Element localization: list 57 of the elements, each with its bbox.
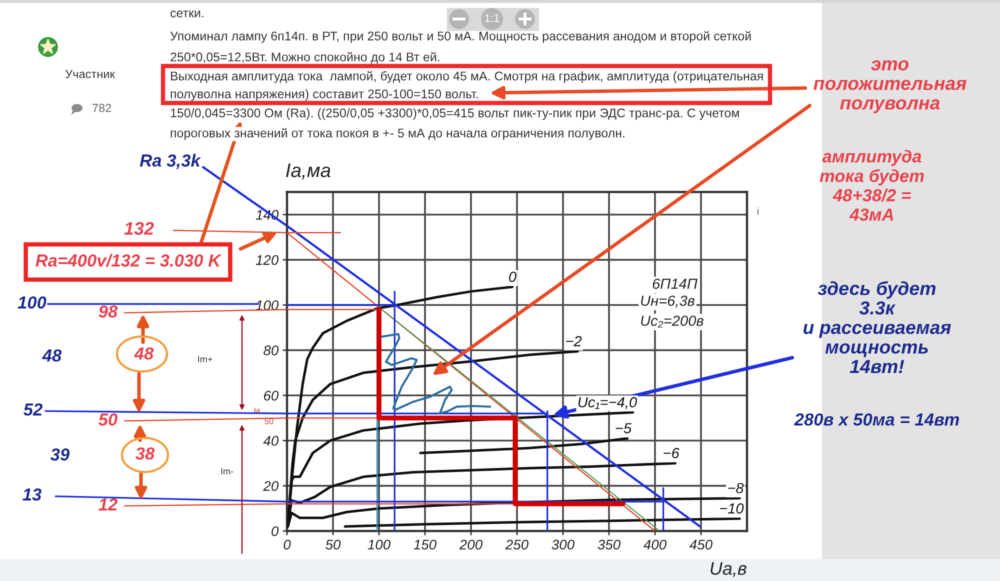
text: пороговых значений от тока покоя в +- 5 мА до начала ограничения полуволн. bbox=[170, 128, 624, 140]
text: 1:1 bbox=[485, 14, 500, 22]
series-label: −6 bbox=[664, 448, 680, 458]
series-label: −10 bbox=[720, 503, 744, 514]
x-tick-label: 300 bbox=[552, 540, 574, 550]
text: 250*0,05=12,5Вт. Можно спокойно до 14 Вт ей. bbox=[170, 52, 440, 64]
annotation: 98 bbox=[98, 305, 118, 318]
y-tick-label: 0 bbox=[272, 526, 279, 536]
text: Упоминал лампу 6п14п. в РТ, при 250 вольт и 50 мА. Мощность рассевания анодом и второй сеткой bbox=[170, 31, 751, 43]
x-tick-label: 0 bbox=[284, 540, 291, 550]
annotation: 12 bbox=[98, 498, 118, 510]
series-label: −2 bbox=[566, 336, 582, 346]
x-tick-label: 250 bbox=[505, 540, 528, 550]
y-tick-label: 20 bbox=[263, 481, 279, 491]
x-tick-label: 50 bbox=[326, 540, 341, 550]
text: это положительная полуволна bbox=[814, 60, 966, 114]
text: Im+ bbox=[198, 356, 212, 362]
annotation: 6П14П bbox=[652, 278, 698, 289]
text: полуволна напряжения) составит 250-100=150 вольт. bbox=[170, 89, 478, 101]
y-axis-title: Iа,ма bbox=[286, 164, 330, 180]
y-tick-label: 120 bbox=[256, 255, 279, 265]
text: амплитуда тока будет 48+38/2 = 43мА bbox=[820, 150, 924, 221]
x-tick-label: 450 bbox=[690, 540, 712, 550]
text: Участник bbox=[65, 70, 115, 78]
text: Выходная амплитуда тока лампой, будет около 45 мА. Смотря на график, амплитуда (отрицательная bbox=[171, 71, 763, 83]
text: 38 bbox=[135, 447, 155, 460]
x-tick-label: 150 bbox=[414, 540, 436, 550]
text: 280в х 50ма = 14вт bbox=[794, 413, 959, 426]
text: 782 bbox=[92, 104, 112, 112]
y-tick-label: 80 bbox=[264, 346, 279, 356]
text: Ra=400v/132 = 3.030 K bbox=[36, 254, 222, 267]
text: Im- bbox=[221, 468, 234, 474]
text: 48 bbox=[42, 349, 62, 362]
annotation: Uc₂=200в bbox=[641, 316, 704, 328]
x-tick-label: 200 bbox=[459, 540, 482, 550]
y-tick-label: 40 bbox=[263, 436, 279, 446]
x-tick-label: 350 bbox=[598, 540, 620, 550]
series-label: −8 bbox=[728, 482, 744, 494]
x-tick-label: 100 bbox=[368, 540, 390, 550]
series-label: −5 bbox=[616, 423, 632, 434]
text: 150/0,045=3300 Ом (Ra). ((250/0,05 +3300)*0,05=415 вольт пик-ту-пик при ЭДС транс-ра. С учетом bbox=[170, 108, 739, 120]
annotation: 132 bbox=[124, 222, 154, 235]
annotation: 13 bbox=[22, 488, 42, 501]
annotation: 50 bbox=[98, 413, 118, 426]
series-label: Uc₁=−4,0 bbox=[578, 397, 637, 410]
x-axis-title: Uа,в bbox=[710, 562, 746, 577]
y-tick-label: 60 bbox=[264, 390, 279, 401]
series-label: 0 bbox=[509, 272, 516, 282]
text: 39 bbox=[50, 448, 70, 461]
annotation: Uн=6,3в bbox=[641, 296, 695, 308]
annotation: 52 bbox=[24, 403, 42, 416]
annotation: 50 bbox=[264, 418, 274, 424]
text: 48 bbox=[134, 347, 154, 360]
x-tick-label: 400 bbox=[644, 540, 666, 550]
text: сетки. bbox=[170, 10, 204, 18]
text: 100 bbox=[18, 296, 46, 309]
text: здесь будет 3.3к и рассеиваемая мощность 14вт! bbox=[804, 281, 951, 374]
